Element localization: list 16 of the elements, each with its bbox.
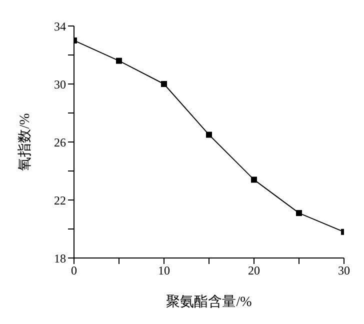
- y-tick-label: 34: [54, 19, 66, 34]
- point: [296, 210, 302, 216]
- point: [251, 176, 257, 183]
- x-tick-label: 20: [248, 264, 260, 278]
- x-tick-label: 0: [71, 264, 77, 278]
- y-tick-label: 26: [54, 135, 66, 150]
- point: [161, 81, 167, 87]
- point: [206, 132, 212, 138]
- point: [116, 58, 122, 64]
- y-tick-label: 30: [54, 77, 66, 92]
- x-axis-title: 聚氨酯含量/%: [166, 294, 252, 310]
- x-tick-label: 10: [158, 264, 170, 278]
- x-tick-label: 30: [338, 264, 350, 278]
- y-tick-label: 18: [54, 251, 66, 266]
- y-tick-label: 22: [54, 193, 66, 208]
- y-axis-title: 氧指数/%: [16, 112, 33, 171]
